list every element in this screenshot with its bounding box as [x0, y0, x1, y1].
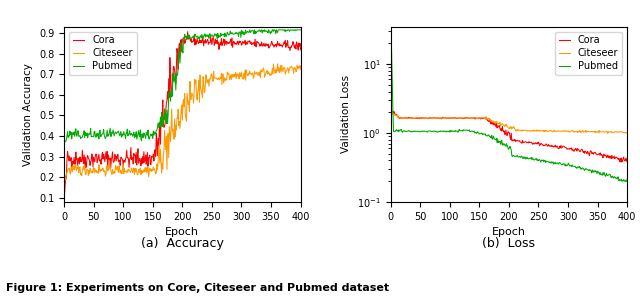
Citeseer: [179, 102, 187, 106]
Pubmed: [234, 31, 242, 35]
Cora: [506, 131, 513, 135]
Line: Pubmed: Pubmed: [64, 30, 301, 142]
Line: Citeseer: Citeseer: [64, 64, 301, 181]
Pubmed: [146, 135, 154, 139]
Pubmed: [387, 31, 395, 35]
Citeseer: [517, 129, 525, 132]
Citeseer: [561, 129, 568, 133]
Y-axis label: Validation Loss: Validation Loss: [342, 75, 351, 154]
Cora: [190, 34, 198, 37]
Pubmed: [418, 129, 426, 133]
Pubmed: [472, 132, 480, 135]
Citeseer: [91, 167, 99, 170]
Pubmed: [538, 159, 546, 162]
Pubmed: [517, 156, 525, 159]
Citeseer: [506, 125, 514, 129]
Citeseer: [211, 76, 219, 80]
Line: Citeseer: Citeseer: [390, 112, 627, 133]
X-axis label: Epoch: Epoch: [492, 227, 526, 237]
Pubmed: [212, 33, 220, 37]
Cora: [472, 116, 479, 120]
Citeseer: [538, 129, 546, 133]
Line: Cora: Cora: [390, 110, 627, 162]
Cora: [234, 40, 242, 44]
Citeseer: [145, 170, 153, 174]
Citeseer: [60, 179, 68, 183]
Pubmed: [622, 180, 630, 183]
Citeseer: [274, 62, 282, 66]
Cora: [623, 160, 631, 163]
Pubmed: [92, 135, 99, 138]
Pubmed: [297, 28, 305, 31]
Cora: [184, 30, 191, 34]
Citeseer: [418, 116, 426, 119]
Cora: [616, 160, 624, 164]
Pubmed: [246, 28, 253, 31]
Cora: [91, 160, 99, 164]
Cora: [387, 108, 394, 112]
Cora: [60, 194, 68, 198]
Line: Pubmed: Pubmed: [390, 33, 627, 181]
Pubmed: [60, 138, 68, 141]
Text: (a)  Accuracy: (a) Accuracy: [141, 236, 224, 249]
Cora: [560, 144, 568, 148]
Y-axis label: Validation Accuracy: Validation Accuracy: [23, 63, 33, 166]
Legend: Cora, Citeseer, Pubmed: Cora, Citeseer, Pubmed: [555, 31, 622, 75]
Text: (b)  Loss: (b) Loss: [483, 236, 536, 249]
Citeseer: [472, 116, 480, 120]
Pubmed: [506, 145, 514, 148]
Cora: [538, 142, 545, 145]
Pubmed: [387, 31, 394, 35]
Legend: Cora, Citeseer, Pubmed: Cora, Citeseer, Pubmed: [69, 31, 136, 75]
Cora: [145, 156, 153, 159]
Citeseer: [297, 67, 305, 71]
Pubmed: [561, 162, 568, 166]
Cora: [516, 140, 524, 144]
Cora: [179, 37, 187, 41]
Text: Figure 1: Experiments on Core, Citeseer and Pubmed dataset: Figure 1: Experiments on Core, Citeseer …: [6, 283, 390, 293]
Cora: [212, 37, 220, 41]
Citeseer: [623, 132, 631, 135]
Cora: [417, 117, 425, 120]
Citeseer: [189, 101, 197, 105]
Citeseer: [387, 112, 394, 116]
Pubmed: [190, 36, 198, 39]
X-axis label: Epoch: Epoch: [165, 227, 199, 237]
Citeseer: [388, 110, 396, 114]
Pubmed: [61, 140, 68, 144]
Pubmed: [180, 38, 188, 42]
Citeseer: [604, 132, 611, 135]
Line: Cora: Cora: [64, 32, 301, 196]
Cora: [297, 48, 305, 52]
Pubmed: [623, 177, 631, 181]
Citeseer: [234, 72, 241, 76]
